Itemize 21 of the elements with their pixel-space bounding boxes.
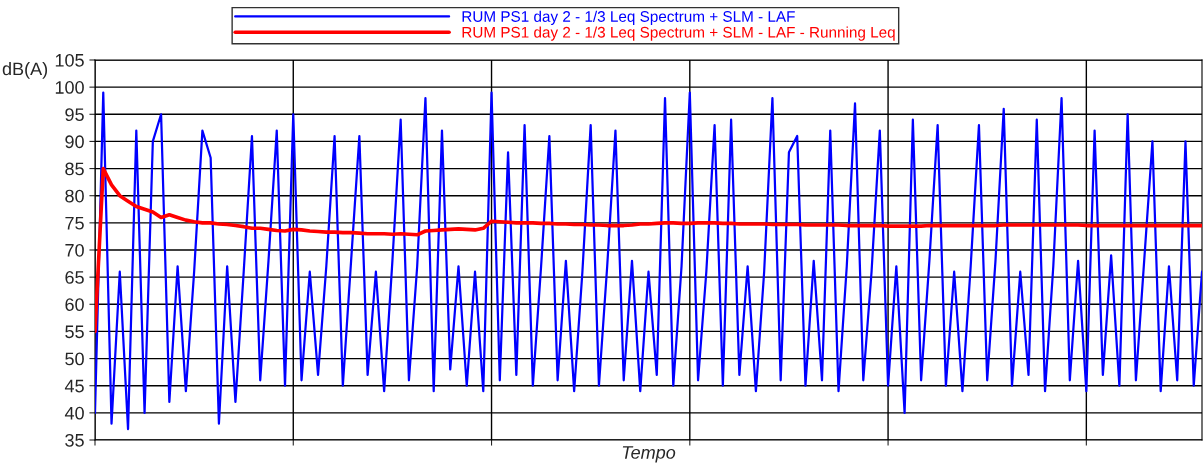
- y-tick-label: 100: [55, 81, 84, 94]
- line-series: [95, 166, 1202, 334]
- y-tick-label: 95: [65, 108, 84, 122]
- y-tick-label: 90: [65, 135, 84, 149]
- y-tick-label: 40: [64, 406, 84, 420]
- y-tick-label: 105: [55, 53, 84, 67]
- y-tick-label: 75: [65, 216, 84, 230]
- text: RUM PS1 day 2 - 1/3 Leq Spectrum + SLM - LAF - Running Leq: [462, 26, 895, 41]
- y-tick-label: 45: [64, 379, 84, 393]
- y-tick-label: 55: [65, 325, 84, 339]
- y-tick-label: 35: [65, 433, 84, 447]
- text: RUM PS1 day 2 - 1/3 Leq Spectrum + SLM - LAF: [462, 10, 795, 25]
- y-tick-label: 70: [65, 243, 84, 257]
- line-series: [95, 91, 1202, 431]
- x-axis-title: Tempo: [622, 446, 676, 463]
- y-tick-label: 60: [65, 298, 84, 312]
- y-tick-label: 80: [65, 189, 84, 203]
- y-tick-label: 85: [65, 162, 84, 176]
- y-tick-label: 50: [65, 352, 84, 366]
- y-tick-label: 65: [65, 271, 84, 284]
- y-axis-title: dB(A): [2, 62, 48, 79]
